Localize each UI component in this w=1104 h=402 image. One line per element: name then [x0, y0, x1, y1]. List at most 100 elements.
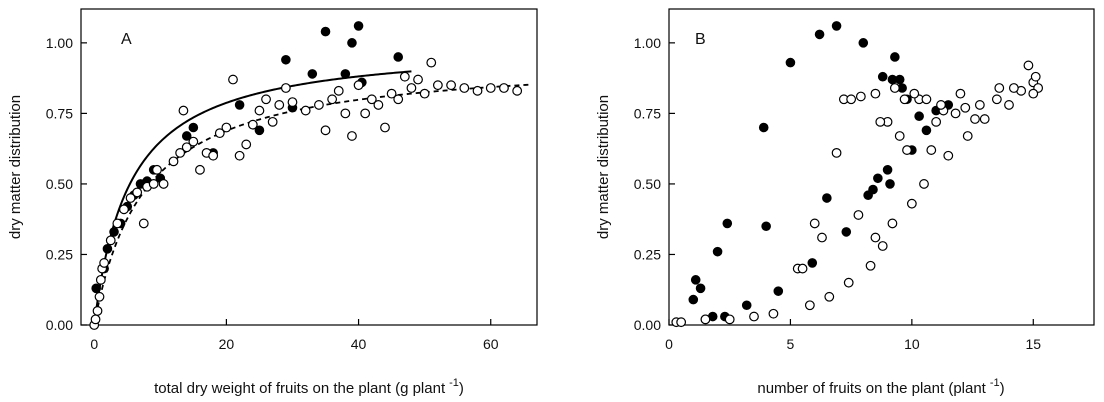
filled-data-point	[695, 283, 706, 294]
open-data-point	[366, 94, 377, 105]
x-tick-label: 10	[904, 336, 920, 352]
x-tick-label: 15	[1025, 336, 1041, 352]
x-tick-label: 0	[665, 336, 673, 352]
panel-a-x-ticks: 0 20 40 60	[90, 319, 499, 352]
open-data-point	[831, 147, 842, 158]
open-data-point	[974, 100, 985, 110]
filled-data-point	[281, 54, 291, 65]
y-tick-label: 0.75	[46, 105, 73, 121]
filled-data-point	[885, 179, 895, 189]
open-data-point	[921, 94, 932, 105]
y-tick-label: 1.00	[46, 35, 73, 51]
x-tick-label: 20	[219, 336, 235, 352]
panel-a-letter: A	[121, 31, 132, 48]
y-tick-label: 1.00	[634, 35, 661, 51]
filled-data-point	[320, 26, 331, 37]
open-data-point	[158, 179, 169, 189]
filled-data-point	[712, 246, 723, 257]
open-data-point	[499, 83, 509, 93]
open-data-point	[870, 88, 881, 99]
open-data-point	[152, 164, 162, 175]
filled-data-point	[814, 29, 825, 40]
open-data-point	[979, 114, 990, 124]
open-data-point	[936, 100, 946, 110]
open-data-point	[92, 305, 103, 316]
open-data-point	[419, 88, 430, 99]
panel-a-x-axis-label: total dry weight of fruits on the plant …	[154, 377, 464, 397]
open-data-point	[889, 83, 900, 93]
filled-data-point	[234, 100, 245, 110]
open-data-point	[105, 235, 116, 246]
open-data-point	[94, 291, 105, 302]
panel-a: A 0.00 0.25 0.50 0.75 1.00 0 20 40 60 dry matte…	[7, 8, 538, 397]
open-data-point	[846, 94, 857, 105]
open-data-point	[877, 241, 888, 251]
open-data-point	[902, 145, 912, 155]
panel-b-x-axis-label: number of fruits on the plant (plant -1)	[757, 377, 1004, 397]
open-data-point	[994, 83, 1005, 93]
y-tick-label: 0.50	[46, 176, 73, 192]
open-data-point	[208, 150, 219, 161]
panel-b-frame	[668, 8, 1095, 326]
open-data-point	[809, 218, 820, 229]
panel-b-x-ticks: 0 5 10 15	[665, 319, 1041, 352]
y-tick-label: 0.75	[634, 105, 661, 121]
open-data-point	[247, 119, 258, 130]
panel-b-y-axis-label: dry matter distribution	[595, 95, 612, 239]
open-data-point	[459, 83, 470, 93]
filled-data-point	[91, 283, 101, 294]
open-data-point	[906, 198, 917, 209]
open-data-point	[768, 308, 779, 319]
open-data-point	[943, 150, 954, 161]
filled-data-point	[894, 74, 905, 85]
open-data-point	[386, 88, 397, 99]
open-data-point	[485, 83, 496, 93]
open-data-point	[931, 116, 942, 127]
open-data-point	[347, 131, 357, 141]
open-data-point	[887, 218, 898, 229]
open-data-point	[512, 85, 523, 96]
filled-data-point	[254, 125, 265, 136]
open-data-point	[909, 88, 920, 99]
filled-data-point	[688, 294, 699, 305]
filled-data-point	[741, 300, 752, 311]
open-data-point	[267, 116, 278, 127]
open-data-point	[843, 277, 854, 288]
filled-data-point	[841, 227, 852, 237]
solid-fit-curve	[93, 70, 412, 326]
open-data-point	[875, 116, 886, 127]
open-data-point	[472, 85, 483, 96]
open-data-point	[178, 105, 189, 116]
open-data-point	[254, 105, 265, 116]
open-data-point	[926, 145, 937, 155]
open-data-point	[112, 218, 123, 229]
filled-data-point	[921, 125, 932, 136]
open-data-point	[432, 80, 443, 91]
open-data-point	[195, 164, 205, 175]
open-data-point	[676, 317, 687, 328]
open-data-point	[132, 187, 143, 198]
y-tick-label: 0.00	[634, 317, 661, 333]
open-data-point	[960, 102, 971, 113]
y-tick-label: 0.50	[634, 176, 661, 192]
filled-data-point	[831, 21, 842, 31]
filled-data-point	[340, 69, 351, 79]
open-data-point	[724, 314, 735, 325]
open-data-point	[125, 193, 136, 203]
panel-a-points	[89, 21, 523, 330]
open-data-point	[797, 263, 808, 274]
open-data-point	[962, 131, 973, 141]
open-data-point	[393, 94, 404, 105]
open-data-point	[373, 100, 384, 110]
open-data-point	[234, 150, 245, 161]
open-data-point	[380, 122, 390, 133]
open-data-point	[700, 314, 711, 325]
open-data-point	[314, 100, 324, 110]
open-data-point	[406, 83, 417, 93]
open-data-point	[188, 136, 199, 147]
dashed-fit-curve	[93, 83, 531, 326]
open-data-point	[228, 74, 238, 85]
open-data-point	[749, 311, 759, 322]
filled-data-point	[785, 57, 796, 68]
y-tick-label: 0.25	[46, 246, 73, 262]
